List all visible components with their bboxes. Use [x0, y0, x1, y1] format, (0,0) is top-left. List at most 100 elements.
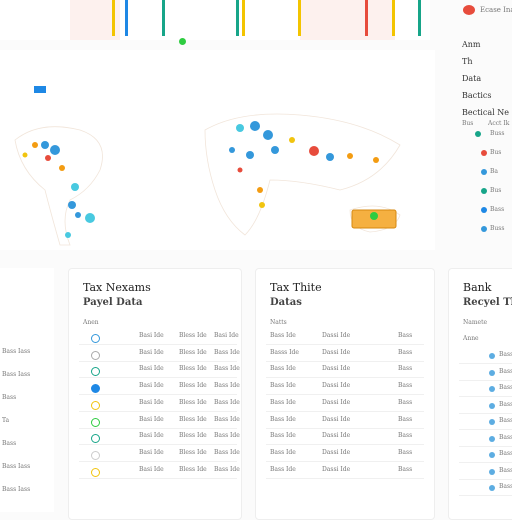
cell: Dassi Ide	[322, 398, 351, 406]
row-divider	[266, 444, 424, 446]
timeline-band	[300, 0, 395, 40]
cell: Basi Ide	[139, 348, 164, 356]
strip-label: Bass Iass	[2, 486, 31, 493]
cell: Bass Ide	[499, 450, 512, 457]
strip-label: Bass	[2, 440, 17, 447]
row-divider	[266, 377, 424, 379]
row-divider	[459, 462, 512, 463]
row-divider	[266, 460, 424, 462]
row-icon	[489, 435, 495, 442]
row-divider	[266, 410, 424, 412]
row-divider	[459, 478, 512, 480]
row-divider	[79, 444, 237, 446]
cell: Bass Ide	[270, 365, 296, 373]
timeline-band	[70, 0, 120, 40]
row-icon	[91, 384, 100, 394]
cell: Bless Ide	[179, 415, 207, 423]
cell: Dassi Ide	[322, 332, 351, 339]
cell: Bass	[398, 348, 413, 356]
row-divider	[459, 445, 512, 447]
card-subtitle: Datas	[270, 297, 302, 308]
cell: Bass Ide	[499, 417, 512, 424]
cell: Bless Ide	[179, 348, 207, 356]
row-icon	[489, 419, 495, 425]
row-divider	[79, 394, 237, 396]
card-title: Tax Nexams	[83, 281, 151, 294]
side-row: Buss	[490, 130, 505, 137]
cell: Bass	[398, 382, 413, 390]
cell: Bass Ide	[214, 432, 240, 440]
cell: Bass	[398, 415, 413, 423]
side-item: Bactics	[462, 91, 492, 100]
cell: Bass	[398, 448, 413, 456]
cell: Basi Ide	[139, 415, 164, 423]
side-icon	[481, 188, 487, 194]
cell: Bass Ide	[270, 465, 296, 473]
card: Tax Thite Datas Natts Bass Ide Dassi Ide Bass…	[255, 268, 435, 520]
timeline-dot	[179, 38, 186, 45]
cell: Dassi Ide	[322, 348, 351, 356]
cell: Dassi Ide	[322, 365, 351, 373]
timeline-marker	[298, 0, 301, 36]
cell: Basi Ide	[139, 432, 164, 440]
card: Bank Recyel Th Namete Anne Bass Ide Bass Ide B…	[448, 268, 512, 520]
row-divider	[266, 344, 424, 345]
timeline-marker	[392, 0, 395, 36]
row-icon	[91, 400, 100, 410]
cell: Bass Ide	[270, 398, 296, 406]
side-row: Buss	[490, 225, 505, 232]
row-icon	[91, 367, 100, 377]
cell: Bass Ide	[270, 382, 296, 390]
cell: Bass Ide	[214, 348, 240, 356]
row-divider	[459, 495, 512, 496]
timeline-marker	[242, 0, 245, 36]
row-icon	[489, 402, 495, 409]
cell: Bass	[398, 465, 413, 473]
row-icon	[91, 467, 100, 477]
cell: Bass Ide	[270, 432, 296, 440]
row-icon	[489, 452, 495, 458]
cell: Basi Ide	[139, 365, 164, 373]
card-title: Bank	[463, 281, 492, 294]
timeline-marker	[162, 0, 165, 36]
row-divider	[459, 412, 512, 414]
cell: Basi Ide	[139, 332, 164, 339]
cell: Dassi Ide	[322, 382, 351, 390]
row-divider	[79, 460, 237, 462]
row-icon	[489, 485, 495, 491]
timeline-marker	[112, 0, 115, 36]
map-badge-icon	[370, 212, 378, 220]
cell: Bass Ide	[214, 365, 240, 373]
row-divider	[266, 360, 424, 362]
card-title: Tax Thite	[270, 281, 322, 294]
legend-label: Ecase Ina	[480, 6, 512, 14]
cell: Bass	[398, 332, 413, 339]
cell: Bless Ide	[179, 432, 207, 440]
timeline-marker	[365, 0, 368, 36]
column-header: Anne	[463, 335, 479, 342]
cell: Bass Ide	[499, 351, 512, 358]
row-icon	[489, 468, 495, 475]
cell: Bass Ide	[214, 448, 240, 456]
strip-label: Bass Iass	[2, 463, 31, 470]
row-divider	[79, 344, 237, 345]
cell: Bass Ide	[499, 400, 512, 408]
cell: Bass Ide	[214, 398, 240, 406]
cell: Bless Ide	[179, 448, 207, 456]
side-icon	[481, 169, 487, 175]
cell: Bass Ide	[499, 384, 512, 391]
world-map	[0, 50, 435, 250]
row-icon	[489, 353, 495, 359]
column-header: Natts	[270, 319, 287, 326]
cell: Bless Ide	[179, 398, 207, 406]
map-points	[22, 121, 379, 238]
cell: Bass	[398, 398, 413, 406]
card: Tax Nexams Payel Data Anen Basi Ide Bless Id…	[68, 268, 242, 520]
row-divider	[79, 410, 237, 412]
cell: Bass	[398, 432, 413, 440]
row-divider	[79, 427, 237, 429]
row-icon	[489, 369, 495, 376]
cell: Basi Ide	[214, 332, 239, 339]
row-divider	[459, 379, 512, 381]
strip-label: Bass Iass	[2, 371, 31, 378]
